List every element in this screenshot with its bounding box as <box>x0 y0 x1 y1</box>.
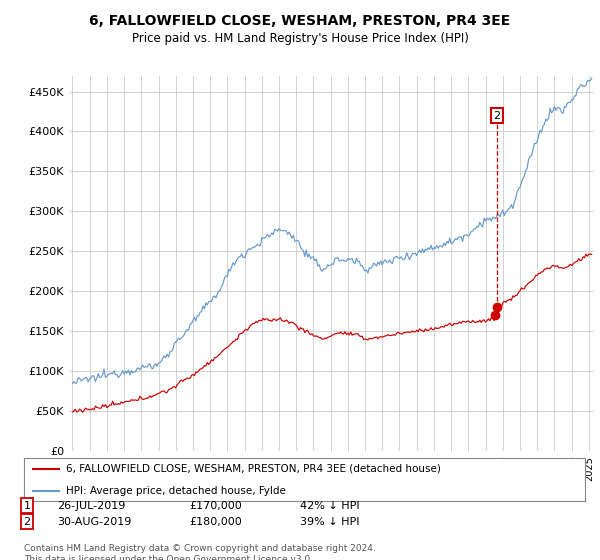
Text: 42% ↓ HPI: 42% ↓ HPI <box>300 501 359 511</box>
Text: 30-AUG-2019: 30-AUG-2019 <box>57 517 131 527</box>
Text: £170,000: £170,000 <box>189 501 242 511</box>
Text: Price paid vs. HM Land Registry's House Price Index (HPI): Price paid vs. HM Land Registry's House … <box>131 32 469 45</box>
Text: 2: 2 <box>23 517 31 527</box>
Text: 6, FALLOWFIELD CLOSE, WESHAM, PRESTON, PR4 3EE: 6, FALLOWFIELD CLOSE, WESHAM, PRESTON, P… <box>89 14 511 28</box>
Text: 2: 2 <box>493 110 500 120</box>
Text: 1: 1 <box>23 501 31 511</box>
Text: £180,000: £180,000 <box>189 517 242 527</box>
Text: 26-JUL-2019: 26-JUL-2019 <box>57 501 125 511</box>
Text: 39% ↓ HPI: 39% ↓ HPI <box>300 517 359 527</box>
Text: HPI: Average price, detached house, Fylde: HPI: Average price, detached house, Fyld… <box>66 486 286 496</box>
Text: 6, FALLOWFIELD CLOSE, WESHAM, PRESTON, PR4 3EE (detached house): 6, FALLOWFIELD CLOSE, WESHAM, PRESTON, P… <box>66 464 441 474</box>
Text: Contains HM Land Registry data © Crown copyright and database right 2024.
This d: Contains HM Land Registry data © Crown c… <box>24 544 376 560</box>
